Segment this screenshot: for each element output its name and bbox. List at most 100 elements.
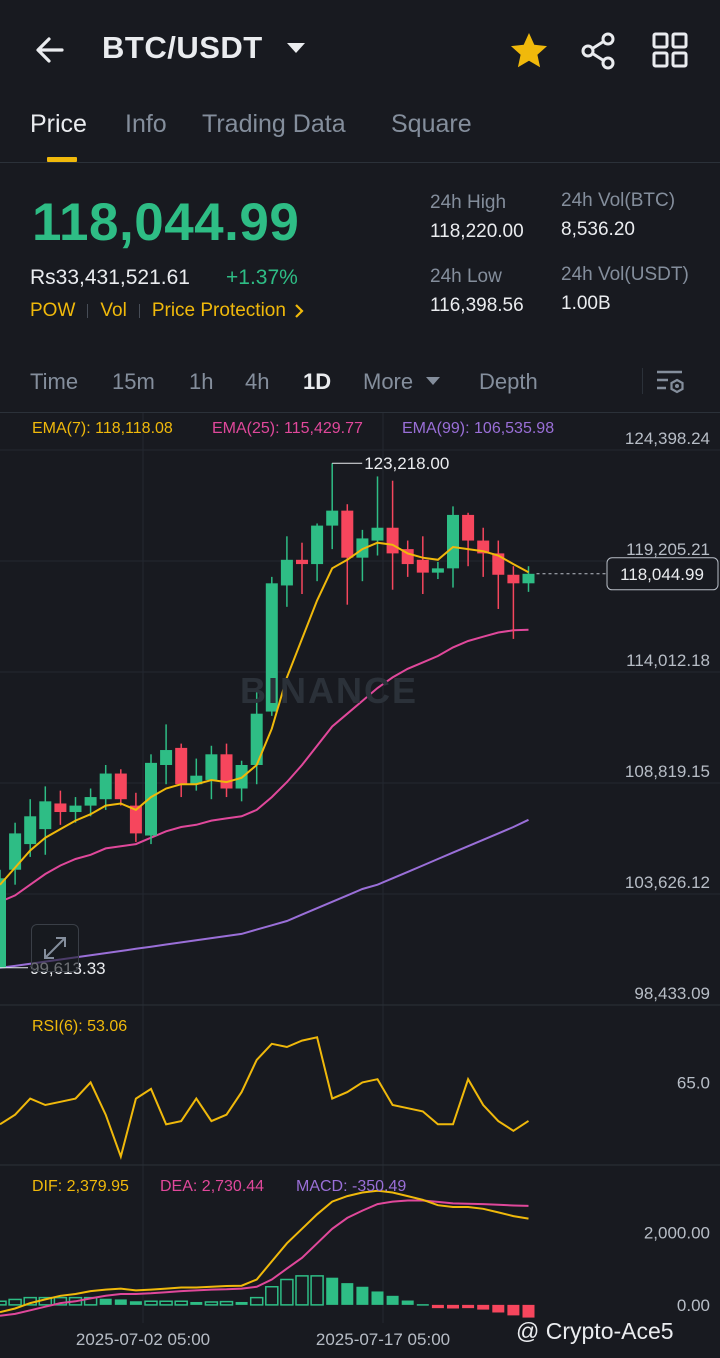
interval-time[interactable]: Time [30, 369, 79, 394]
tab-price[interactable]: Price [30, 110, 87, 138]
vol-btc-label: 24h Vol(BTC) [561, 190, 676, 211]
ema99-series [0, 818, 529, 969]
interval-4h[interactable]: 4h [245, 369, 270, 394]
macd-bar [401, 1300, 414, 1305]
macd-bar [416, 1304, 429, 1306]
macd-bar [356, 1286, 369, 1305]
macd-bar [492, 1304, 505, 1313]
macd-panel: 2,000.00 0.00 [0, 1189, 710, 1318]
candle-body [99, 773, 112, 800]
tag-row: POW Vol Price Protection [30, 300, 308, 322]
macd-bar [447, 1304, 459, 1309]
binance-watermark: BINANCE [240, 670, 419, 711]
macd-bar [235, 1301, 248, 1305]
candle-body [84, 797, 97, 806]
interval-depth[interactable]: Depth [479, 369, 538, 394]
divider [0, 162, 720, 163]
chart-grid [0, 413, 720, 1323]
candle-body [114, 773, 127, 800]
ema25-series [0, 628, 529, 903]
rsi-panel: 65.0 [0, 1036, 710, 1160]
candle-body [129, 805, 142, 834]
date-label: 2025-07-17 05:00 [316, 1330, 450, 1349]
tag-vol[interactable]: Vol [100, 300, 127, 321]
candle-body [431, 568, 444, 573]
macd-bar [310, 1275, 324, 1306]
candle-body [386, 527, 399, 554]
chevron-right-icon[interactable] [290, 302, 308, 320]
tab-info[interactable]: Info [125, 110, 167, 138]
macd-bar [114, 1299, 127, 1305]
candle-body [250, 713, 263, 765]
rsi-series [0, 1036, 530, 1160]
chevron-down-icon[interactable] [287, 43, 305, 53]
candle-body [280, 559, 293, 586]
dea-series [0, 1199, 529, 1317]
candle-body [311, 525, 324, 565]
candle-body [220, 754, 233, 789]
tab-square[interactable]: Square [391, 110, 472, 138]
candlestick-chart[interactable]: 124,398.24 119,205.21 114,012.18 108,819.15… [0, 413, 720, 1358]
star-icon[interactable] [508, 30, 550, 72]
active-tab-indicator [47, 157, 77, 162]
tag-price-protection[interactable]: Price Protection [151, 300, 286, 321]
macd-bar [99, 1298, 112, 1305]
macd-bar [219, 1300, 234, 1306]
share-icon[interactable] [578, 30, 620, 72]
candle-body [341, 510, 354, 558]
candle-body [9, 833, 22, 870]
divider [0, 412, 720, 413]
candle-body [522, 573, 535, 584]
price-axis-label: 119,205.21 [626, 540, 710, 559]
dif-series [0, 1189, 529, 1314]
candle-body [69, 805, 82, 813]
interval-more[interactable]: More [363, 369, 414, 394]
tag-separator [138, 304, 140, 318]
top-bar: BTC/USDT [0, 0, 720, 100]
low-value: 116,398.56 [430, 295, 524, 316]
grid-icon[interactable] [648, 30, 692, 72]
rsi-legend: RSI(6): 53.06 [32, 1018, 128, 1035]
macd-axis-label: 2,000.00 [644, 1223, 710, 1242]
pair-title[interactable]: BTC/USDT [102, 30, 263, 65]
price-change: +1.37% [226, 266, 298, 289]
interval-1h[interactable]: 1h [189, 369, 214, 394]
chart-settings-icon[interactable] [654, 366, 688, 398]
candle-body [190, 775, 203, 785]
price-axis-label: 124,398.24 [625, 429, 710, 448]
candle-body [39, 801, 52, 830]
macd-bar [190, 1301, 203, 1305]
candle-body [492, 553, 505, 575]
candle-body [145, 762, 157, 836]
interval-1d[interactable]: 1D [303, 369, 332, 394]
low-label: 24h Low [430, 266, 502, 287]
candle-body [326, 510, 339, 526]
tag-pow[interactable]: POW [30, 300, 76, 321]
tag-separator [87, 304, 89, 318]
chevron-down-icon[interactable] [426, 377, 440, 385]
tab-trading-data[interactable]: Trading Data [202, 110, 346, 138]
ema7-series [0, 541, 529, 886]
current-price-label: 118,044.99 [620, 565, 704, 584]
rsi-axis-label: 65.0 [677, 1073, 710, 1092]
macd-bar [295, 1275, 309, 1306]
arrow-left-icon[interactable] [30, 30, 70, 70]
price-axis-label: 103,626.12 [625, 873, 710, 892]
candle-body [0, 878, 6, 969]
divider [642, 368, 643, 394]
candle-body [265, 583, 278, 712]
candle-body [371, 527, 384, 541]
macd-bar [386, 1295, 399, 1305]
expand-button[interactable] [31, 924, 79, 972]
high-marker-label: 123,218.00 [364, 454, 449, 473]
interval-15m[interactable]: 15m [112, 369, 155, 394]
dif-legend: DIF: 2,379.95 [32, 1178, 129, 1195]
macd-bar [144, 1300, 158, 1306]
high-value: 118,220.00 [430, 221, 524, 242]
macd-bar [341, 1283, 354, 1305]
fiat-price: Rs33,431,521.61 [30, 266, 190, 289]
macd-axis-label: 0.00 [677, 1296, 710, 1315]
macd-bar [326, 1277, 339, 1305]
candle-body [24, 816, 37, 845]
high-label: 24h High [430, 192, 507, 213]
